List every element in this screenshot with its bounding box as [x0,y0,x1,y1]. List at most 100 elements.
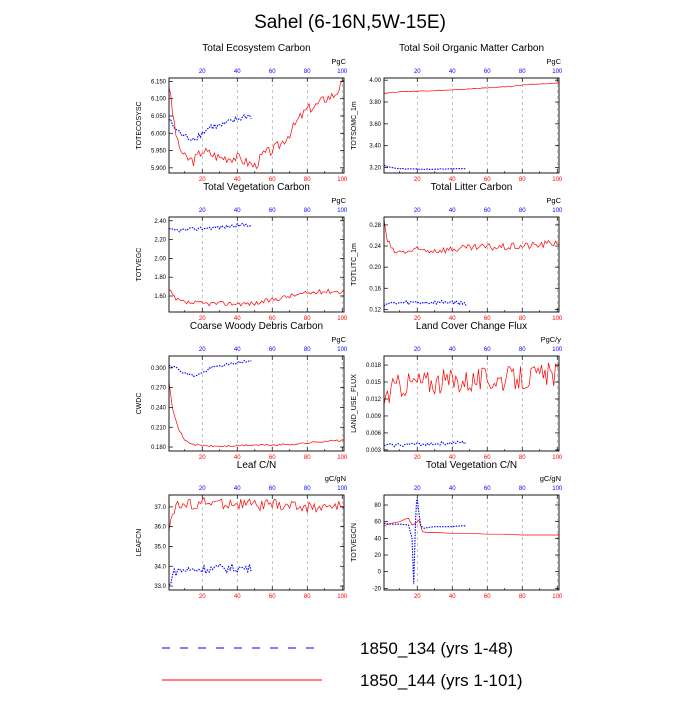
chart-title: Total Vegetation C/N [426,460,517,471]
chart-panel: Total Ecosystem Carbon PgC 20 40 60 80 100 20 40… [136,43,348,183]
series-line-run-b [168,496,345,531]
x-top-tick-label: 40 [449,347,456,353]
chart-title: Leaf C/N [237,460,276,471]
x-top-tick-label: 100 [552,69,563,75]
page-title: Sahel (6-16N,5W-15E) [254,12,446,33]
plot-frame [168,494,345,591]
x-top-tick-label: 80 [519,208,526,214]
series-line-run-a [168,562,252,586]
x-top-tick-label: 40 [449,69,456,75]
x-tick-label: 40 [234,177,241,183]
x-tick-label: 60 [484,594,491,600]
y-tick-label: 3.20 [369,166,381,172]
y-axis-label: TOTSOMC_1m [351,101,358,150]
y-axis-label: TOTVEGC [136,248,143,282]
y-tick-label: 6.050 [151,114,167,120]
y-tick-label: 0.012 [366,397,382,403]
series-line-run-a [383,164,467,171]
y-tick-label: 0.12 [369,307,381,313]
series-line-run-b [168,80,345,170]
chart-units: PgC [331,57,346,66]
chart-panel: Total Vegetation C/N gC/gN 20 40 60 80 100 20 40… [351,460,563,600]
series-line-run-a [168,359,252,378]
x-top-tick-label: 40 [449,208,456,214]
x-top-tick-label: 60 [269,347,276,353]
x-top-tick-label: 20 [414,486,421,492]
chart-title: Total Litter Carbon [431,182,513,193]
legend-item: 1850_144 (yrs 1-101) [162,671,523,690]
chart-units: gC/gN [325,474,346,483]
x-top-tick-label: 100 [337,208,348,214]
x-tick-label: 100 [337,594,348,600]
y-axis-label: LEAFCN [136,529,143,557]
x-tick-label: 100 [337,455,348,461]
legend-item: 1850_134 (yrs 1-48) [162,639,513,658]
x-tick-label: 80 [304,316,311,322]
x-tick-label: 40 [234,594,241,600]
x-top-tick-label: 20 [414,347,421,353]
x-top-tick-label: 80 [304,486,311,492]
x-tick-label: 20 [414,316,421,322]
x-top-tick-label: 80 [519,69,526,75]
y-tick-label: 0.180 [151,445,167,451]
x-top-tick-label: 80 [519,486,526,492]
plot-frame [383,355,560,452]
y-tick-label: 6.000 [151,131,167,137]
y-tick-label: 2.40 [154,219,166,225]
x-tick-label: 40 [449,594,456,600]
x-tick-label: 100 [552,177,563,183]
y-tick-label: 5.900 [151,166,167,172]
x-tick-label: 80 [519,594,526,600]
x-top-tick-label: 20 [199,486,206,492]
y-tick-label: 0.16 [369,286,381,292]
y-tick-label: 0.270 [151,386,167,392]
y-tick-label: 0.018 [366,363,382,369]
x-tick-label: 80 [304,177,311,183]
x-tick-label: 40 [234,316,241,322]
chart-units: PgC [331,335,346,344]
x-top-tick-label: 80 [304,347,311,353]
y-tick-label: 0.003 [366,448,382,454]
x-top-tick-label: 60 [269,486,276,492]
x-tick-label: 60 [269,316,276,322]
chart-title: Land Cover Change Flux [416,321,527,332]
legend-label: 1850_144 (yrs 1-101) [360,671,523,690]
series-line-run-b [168,288,345,307]
series-line-run-b [168,381,345,448]
x-tick-label: 20 [414,455,421,461]
y-tick-label: 0.006 [366,431,382,437]
y-tick-label: 0.20 [369,265,381,271]
x-top-tick-label: 100 [337,69,348,75]
chart-units: PgC [546,196,561,205]
series-line-run-a [168,222,252,233]
y-tick-label: 4.00 [369,78,381,84]
x-tick-label: 20 [199,455,206,461]
y-tick-label: 0.300 [151,366,167,372]
x-top-tick-label: 100 [552,486,563,492]
x-tick-label: 100 [337,316,348,322]
x-top-tick-label: 100 [337,347,348,353]
y-tick-label: 5.950 [151,149,167,155]
y-tick-label: 0 [378,570,382,576]
x-top-tick-label: 60 [269,69,276,75]
x-tick-label: 60 [484,316,491,322]
y-tick-label: 0.015 [366,380,382,386]
chart-panel: Total Litter Carbon PgC 20 40 60 80 100 20 40 60 8… [351,182,563,322]
x-top-tick-label: 100 [337,486,348,492]
x-top-tick-label: 40 [234,208,241,214]
x-tick-label: 60 [269,177,276,183]
chart-units: PgC [331,196,346,205]
x-top-tick-label: 40 [234,69,241,75]
x-top-tick-label: 40 [449,486,456,492]
x-top-tick-label: 20 [414,69,421,75]
series-line-run-a [383,497,467,585]
y-axis-label: TOTECOSYSC [136,101,143,149]
y-tick-label: 2.00 [154,256,166,262]
x-tick-label: 60 [484,177,491,183]
x-tick-label: 80 [519,316,526,322]
series-line-run-a [383,299,467,307]
y-axis-label: CWDC [136,393,143,415]
plot-frame [168,216,345,313]
plot-frame [383,77,560,174]
